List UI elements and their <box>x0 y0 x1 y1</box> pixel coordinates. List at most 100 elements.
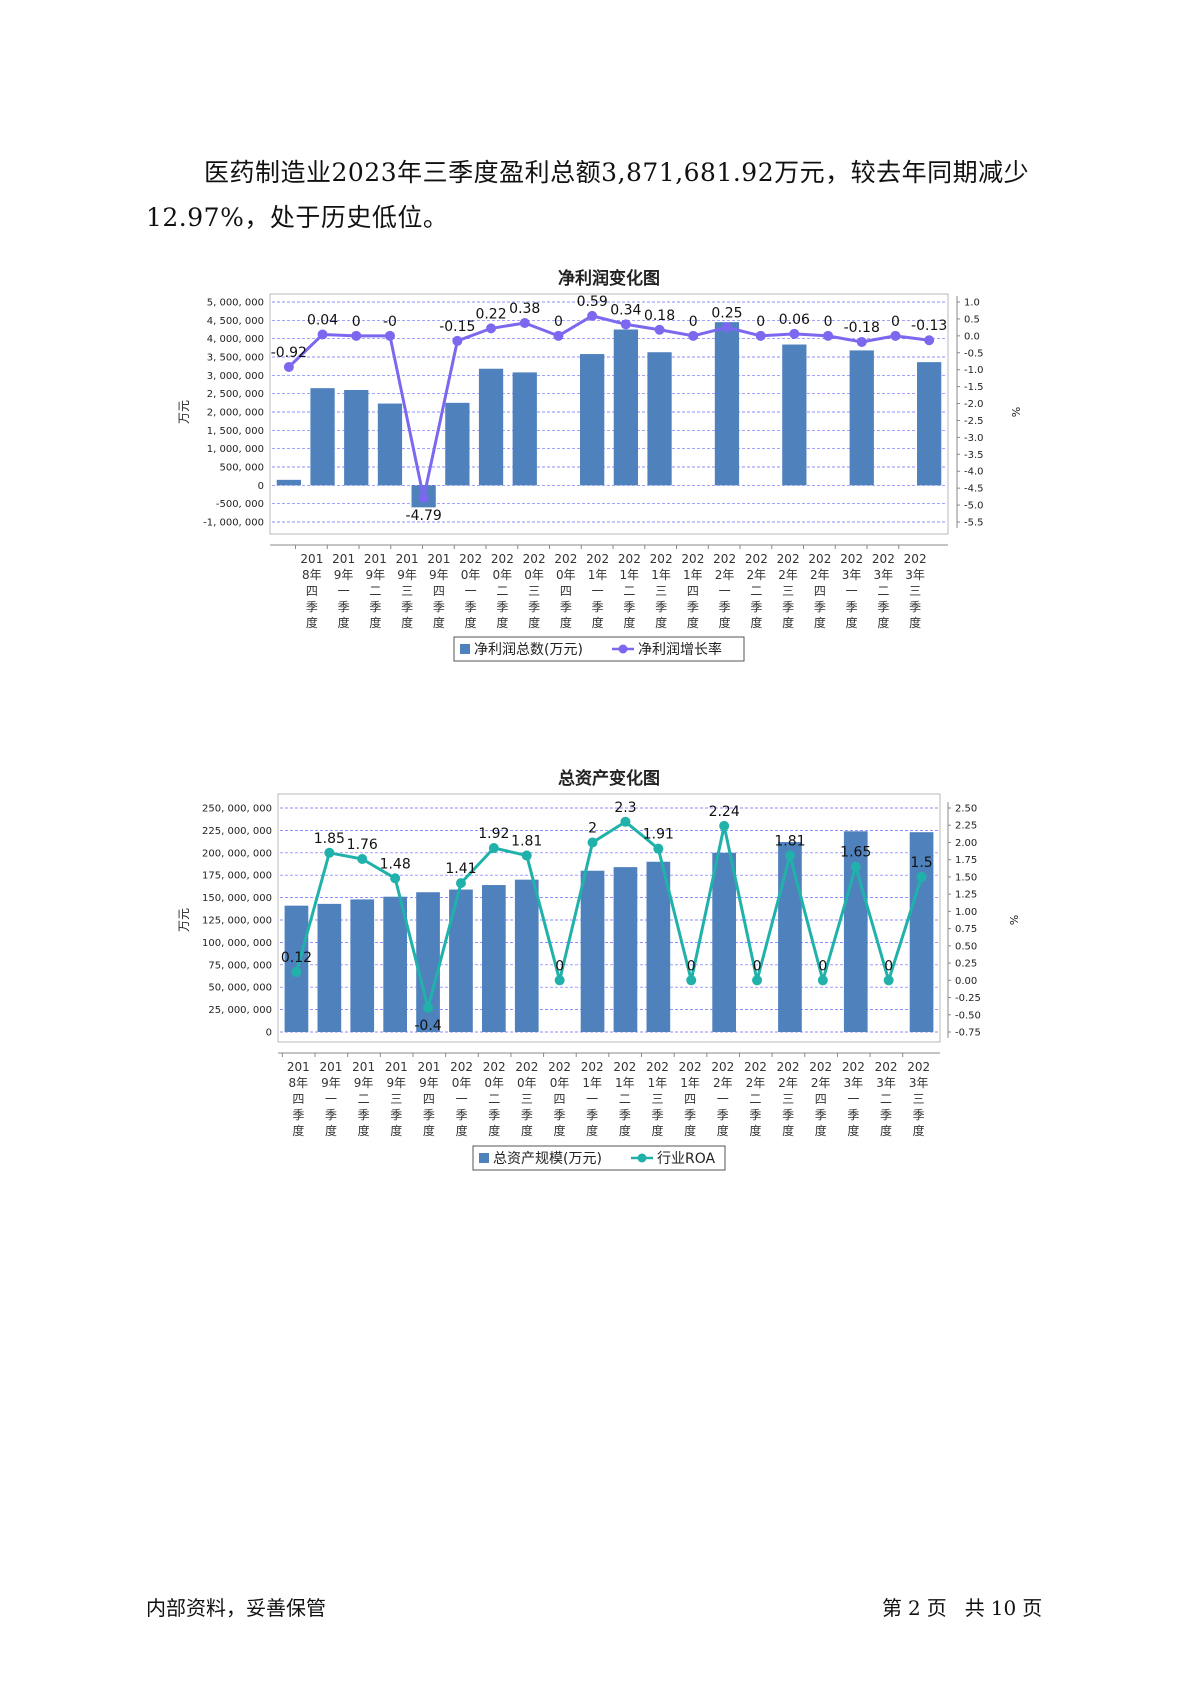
bar <box>317 903 342 1032</box>
bar <box>647 352 672 486</box>
x-tick-label: 202 0年四季度 <box>554 552 577 630</box>
bar <box>613 867 638 1032</box>
line-point <box>423 1002 434 1013</box>
y-axis-title: 万元 <box>177 908 191 932</box>
y-tick-label: 150, 000, 000 <box>202 893 272 904</box>
bar <box>445 402 470 486</box>
data-label: 0 <box>555 958 564 974</box>
y2-tick-label: 2.25 <box>955 821 977 832</box>
x-tick-label: 202 0年一季度 <box>459 552 482 630</box>
y-tick-label: 2, 000, 000 <box>207 408 264 419</box>
y2-tick-label: 1.25 <box>955 890 977 901</box>
line-point <box>850 861 861 872</box>
line-point <box>418 492 429 503</box>
y-tick-label: 0 <box>258 481 264 492</box>
x-tick-label: 202 2年一季度 <box>713 552 736 630</box>
line-point <box>789 328 800 339</box>
bar <box>849 350 874 486</box>
x-tick-label: 201 9年三季度 <box>396 552 419 630</box>
x-tick-label: 201 8年四季度 <box>287 1060 310 1138</box>
line-point <box>721 322 732 333</box>
data-label: 0 <box>753 958 762 974</box>
data-label: 2.3 <box>614 800 636 816</box>
bar <box>782 344 807 486</box>
x-tick-label: 202 2年四季度 <box>808 552 831 630</box>
data-label: -0.92 <box>271 345 307 361</box>
x-tick-label: 202 1年一季度 <box>581 1060 604 1138</box>
x-tick-label: 202 0年三季度 <box>523 552 546 630</box>
y-tick-label: 50, 000, 000 <box>208 983 272 994</box>
x-tick-label: 201 9年三季度 <box>385 1060 408 1138</box>
data-label: 0.25 <box>711 305 742 321</box>
y-tick-label: 1, 500, 000 <box>207 426 264 437</box>
y2-tick-label: -3.0 <box>964 433 984 444</box>
x-tick-label: 202 3年二季度 <box>872 552 895 630</box>
x-tick-label: 202 1年一季度 <box>586 552 609 630</box>
legend-swatch-dot <box>637 1153 647 1163</box>
y-tick-label: 175, 000, 000 <box>202 871 272 882</box>
legend-label-bar: 净利润总数(万元) <box>474 642 583 658</box>
line-point <box>817 975 828 986</box>
y2-tick-label: -5.5 <box>964 518 984 529</box>
data-label: 0 <box>818 958 827 974</box>
line-point <box>452 335 463 346</box>
line-point <box>384 330 395 341</box>
line-point <box>488 842 499 853</box>
data-label: 1.48 <box>380 856 411 872</box>
line-point <box>688 330 699 341</box>
y-tick-label: -500, 000 <box>216 499 264 510</box>
data-label: 0 <box>884 958 893 974</box>
line-point <box>620 319 631 330</box>
bar <box>843 831 868 1032</box>
data-label: -0.18 <box>844 320 880 336</box>
data-label: 0 <box>756 314 765 330</box>
x-tick-label: 202 2年二季度 <box>745 552 768 630</box>
x-tick-label: 202 3年三季度 <box>907 1060 930 1138</box>
y-tick-label: 225, 000, 000 <box>202 826 272 837</box>
y-tick-label: 500, 000 <box>219 463 264 474</box>
y2-tick-label: 0.75 <box>955 924 977 935</box>
legend-label-line: 行业ROA <box>657 1151 716 1167</box>
y-tick-label: 25, 000, 000 <box>208 1005 272 1016</box>
data-label: 0.38 <box>509 301 540 317</box>
legend-swatch-bar <box>460 644 470 654</box>
legend-box <box>453 636 745 662</box>
line-point <box>317 329 328 340</box>
line-point <box>455 878 466 889</box>
y2-tick-label: -0.5 <box>964 348 984 359</box>
line-point <box>357 854 368 865</box>
y2-tick-label: 1.00 <box>955 907 977 918</box>
y-tick-label: 2, 500, 000 <box>207 389 264 400</box>
bar <box>377 403 403 486</box>
data-label: 1.76 <box>347 837 378 853</box>
data-label: 0 <box>824 314 833 330</box>
x-tick-label: 202 1年四季度 <box>681 552 704 630</box>
line-point <box>519 317 530 328</box>
bar <box>276 479 301 486</box>
x-tick-label: 202 2年三季度 <box>777 552 800 630</box>
data-label: 1.65 <box>840 845 871 861</box>
y-tick-label: 4, 000, 000 <box>207 334 264 345</box>
y2-tick-label: -4.5 <box>964 484 984 495</box>
line-point <box>486 323 497 334</box>
y2-tick-label: 0.5 <box>964 314 980 325</box>
data-label: 0.34 <box>610 302 641 318</box>
y2-tick-label: 0.50 <box>955 941 977 952</box>
x-tick-label: 201 9年一季度 <box>332 552 355 630</box>
line-point <box>291 967 302 978</box>
data-label: 2 <box>588 820 597 836</box>
y2-tick-label: 0.25 <box>955 959 977 970</box>
net-profit-chart: 净利润变化图 -1, 000, 000 -500, 000 0 500, 000 1, 0… <box>177 268 1020 662</box>
line-point <box>883 975 894 986</box>
bar <box>512 372 537 486</box>
x-tick-label: 202 0年二季度 <box>491 552 514 630</box>
y2-tick-label: -5.0 <box>964 501 984 512</box>
data-label: 0 <box>689 314 698 330</box>
data-label: -4.79 <box>406 508 442 524</box>
y2-tick-label: 2.00 <box>955 838 977 849</box>
x-tick-label: 202 3年二季度 <box>875 1060 898 1138</box>
y2-tick-label: -0.75 <box>955 1028 981 1039</box>
bar <box>482 885 506 1032</box>
series-line <box>287 314 930 499</box>
data-label: 0 <box>352 314 361 330</box>
